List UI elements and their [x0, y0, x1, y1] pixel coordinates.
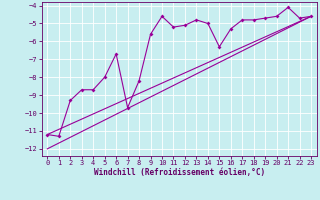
X-axis label: Windchill (Refroidissement éolien,°C): Windchill (Refroidissement éolien,°C)	[94, 168, 265, 177]
